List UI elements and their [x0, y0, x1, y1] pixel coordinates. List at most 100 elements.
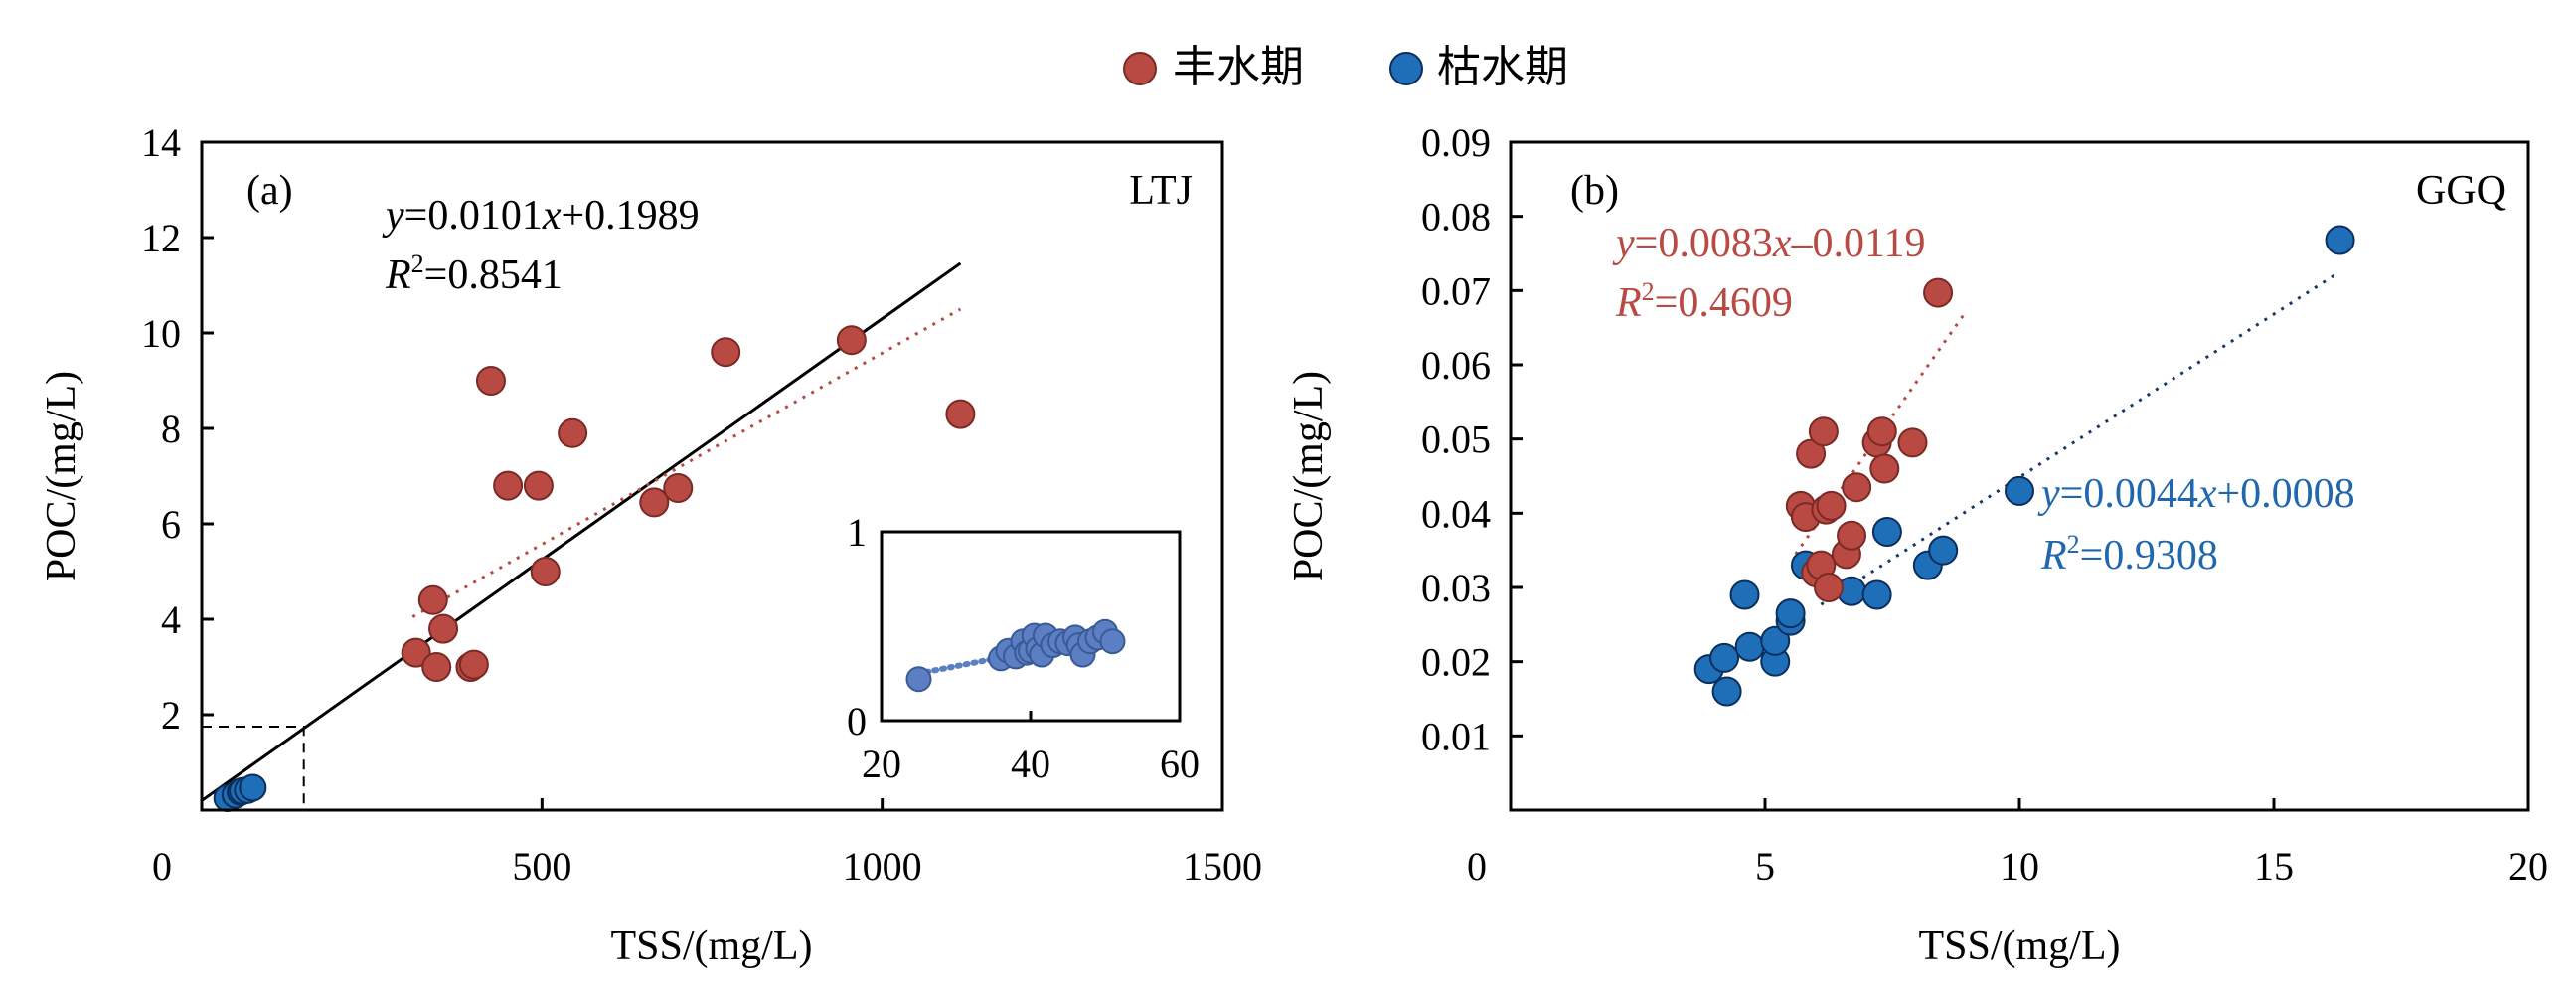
- panel-b-r2-dry: R2=0.9308: [2040, 530, 2218, 579]
- panel-a-wet-fit-line: [411, 307, 962, 618]
- panel-a-site: LTJ: [1129, 168, 1193, 214]
- panel-a-wet-point: [523, 470, 554, 501]
- panel-b-ytick-label: 0.04: [1421, 491, 1491, 536]
- panel-a-label: (a): [246, 168, 293, 214]
- panel-a-inset-ytick-label: 0: [847, 699, 867, 744]
- panel-a-inset-point: [905, 666, 932, 693]
- panel-a-xtick-label: 0: [152, 844, 172, 889]
- panel-b-dry-point: [1729, 579, 1760, 610]
- panel-a-inset-ticks: 20 40 60 0 1: [847, 510, 1200, 786]
- panel-a-ytick-label: 8: [161, 407, 181, 451]
- panel-b-xtick-label: 0: [1467, 844, 1487, 889]
- panel-b-ytick-label: 0.01: [1421, 714, 1491, 758]
- panel-b-wet-point: [1897, 427, 1928, 458]
- panel-b-xtick-label: 10: [2000, 844, 2039, 889]
- panel-b-ytick-label: 0.06: [1421, 343, 1491, 388]
- panel-b: 0 5 10 15 20 0.01 0.02 0.03 0.04 0.05 0.06 0.07 0.08…: [1286, 120, 2548, 969]
- panel-b-xtick-label: 15: [2254, 844, 2294, 889]
- panel-b-dry-point: [1775, 598, 1806, 629]
- panel-a-wet-point: [458, 649, 489, 680]
- panel-a-ytick-label: 6: [161, 502, 181, 547]
- panel-b-dry-point: [2325, 225, 2355, 255]
- panel-a-wet-point: [711, 337, 741, 368]
- panel-a-inset-xtick-label: 60: [1160, 742, 1200, 786]
- panel-a-wet-point: [836, 325, 867, 356]
- panel-a-overall-fit-line: [201, 261, 962, 802]
- panel-b-ytick-label: 0.05: [1421, 417, 1491, 462]
- panel-b-ytick-label: 0.07: [1421, 268, 1491, 313]
- panel-a-wet-point: [475, 366, 506, 396]
- panel-a-inset-point: [1099, 628, 1126, 655]
- panel-a-wet-point: [639, 487, 670, 518]
- panel-b-ytick-label: 0.02: [1421, 640, 1491, 685]
- panel-b-dry-point: [1928, 535, 1959, 566]
- panel-a-inset-xtick-label: 40: [1011, 742, 1050, 786]
- panel-b-xtick-label: 20: [2508, 844, 2548, 889]
- panel-b-wet-point: [1866, 416, 1897, 447]
- panel-b-fit-lines: [1794, 273, 2336, 606]
- panel-b-label: (b): [1570, 168, 1619, 214]
- panel-b-wet-point: [1842, 472, 1872, 503]
- panel-a-dry-point: [239, 773, 267, 802]
- panel-a-wet-point: [558, 417, 588, 448]
- panel-a-xtick-label: 500: [512, 844, 571, 889]
- panel-b-dry-point: [1709, 642, 1740, 673]
- panel-b-wet-point: [1837, 520, 1867, 551]
- legend: 丰水期 枯水期: [1123, 42, 1568, 92]
- panel-b-dry-point: [1760, 625, 1791, 656]
- panel-b-points: [1693, 225, 2355, 707]
- panel-a-r2: R2=0.8541: [385, 249, 563, 298]
- panel-b-ytick-label: 0.09: [1421, 120, 1491, 165]
- panel-b-dry-point: [1734, 631, 1765, 662]
- panel-a-inset-points: [905, 618, 1126, 693]
- panel-a-wet-point: [401, 637, 431, 668]
- panel-b-equation-dry: y=0.0044x+0.0008: [2037, 471, 2355, 517]
- panel-b-ylabel: POC/(mg/L): [1286, 371, 1332, 581]
- panel-b-xtick-label: 5: [1755, 844, 1775, 889]
- panel-a-inset: 20 40 60 0 1: [847, 510, 1200, 786]
- panel-a-inset-ytick-label: 1: [847, 510, 867, 555]
- panel-b-wet-point: [1869, 453, 1900, 484]
- panel-a-ytick-label: 10: [141, 311, 181, 356]
- panel-b-dry-fit-line: [1820, 273, 2336, 606]
- panel-a-ylabel: POC/(mg/L): [39, 371, 84, 581]
- legend-label-wet: 丰水期: [1173, 42, 1304, 92]
- panel-b-site: GGQ: [2416, 168, 2506, 214]
- panel-b-dry-point: [1711, 676, 1742, 707]
- panel-b-ytick-label: 0.08: [1421, 195, 1491, 240]
- panel-a-ytick-label: 12: [141, 216, 181, 260]
- panel-a-ytick-label: 2: [161, 693, 181, 738]
- panel-b-wet-point: [1796, 438, 1827, 469]
- panel-b-dry-point: [1861, 579, 1892, 610]
- panel-a-xtick-label: 1000: [843, 844, 922, 889]
- panel-b-ticks: 0 5 10 15 20 0.01 0.02 0.03 0.04 0.05 0.06 0.07 0.08…: [1421, 120, 2548, 889]
- legend-label-dry: 枯水期: [1437, 42, 1568, 92]
- panel-a-wet-point: [663, 473, 694, 503]
- panel-a-wet-point: [421, 652, 452, 682]
- panel-b-wet-point: [1816, 490, 1847, 521]
- panel-a-wet-point: [530, 557, 561, 586]
- panel-b-dry-point: [2005, 475, 2034, 506]
- panel-a-xtick-label: 1500: [1183, 844, 1262, 889]
- panel-a-fit-lines: [201, 261, 962, 802]
- legend-marker-dry: [1389, 52, 1423, 85]
- panel-a-ytick-label: 4: [161, 597, 181, 642]
- panel-b-wet-point: [1814, 573, 1844, 602]
- panel-b-wet-point: [1808, 416, 1839, 447]
- panel-b-r2-wet: R2=0.4609: [1615, 277, 1793, 326]
- panel-a-inset-xtick-label: 20: [862, 742, 901, 786]
- legend-marker-wet: [1123, 52, 1157, 85]
- panel-b-xlabel: TSS/(mg/L): [1918, 923, 2120, 969]
- panel-a-xlabel: TSS/(mg/L): [610, 923, 812, 969]
- panel-a-wet-point: [945, 399, 976, 429]
- panel-a-wet-point: [493, 470, 524, 501]
- panel-a-wet-point: [417, 584, 448, 615]
- panel-b-wet-point: [1923, 277, 1954, 308]
- panel-a-points: [213, 325, 976, 812]
- panel-a-ytick-label: 14: [141, 120, 181, 165]
- panel-a-wet-point: [428, 613, 459, 644]
- panel-b-dry-point: [1871, 517, 1902, 547]
